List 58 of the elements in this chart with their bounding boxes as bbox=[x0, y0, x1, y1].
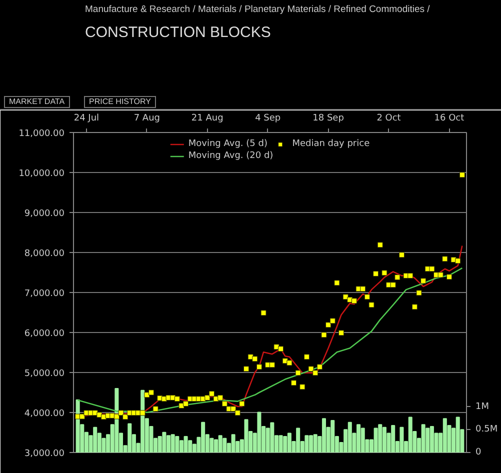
bar bbox=[222, 438, 227, 452]
bar bbox=[188, 440, 192, 452]
y-tick-label: 10,000.00 bbox=[18, 169, 65, 179]
x-tick-label: 24 Jul bbox=[74, 114, 100, 124]
bar bbox=[162, 432, 166, 452]
y2-tick-label: 0.5M bbox=[476, 424, 498, 435]
bar bbox=[140, 390, 145, 452]
bar bbox=[218, 435, 222, 452]
bar bbox=[93, 426, 98, 452]
legend-label: Moving Avg. (20 d) bbox=[188, 150, 274, 162]
x-tick-label: 16 Oct bbox=[434, 114, 465, 124]
bar bbox=[170, 434, 175, 452]
bar bbox=[442, 418, 447, 452]
x-tick-label: 2 Oct bbox=[376, 114, 402, 124]
bar bbox=[184, 436, 188, 452]
text: PRICE HISTORY bbox=[84, 96, 156, 108]
bar bbox=[360, 428, 365, 452]
y-tick-label: 9,000.00 bbox=[24, 209, 65, 219]
legend-label: Moving Avg. (5 d) bbox=[188, 138, 268, 150]
bar bbox=[244, 419, 248, 452]
bar bbox=[270, 422, 274, 452]
bar bbox=[210, 438, 214, 452]
bar bbox=[374, 428, 378, 452]
y2-tick-label: 0 bbox=[476, 448, 482, 458]
text: MARKET DATA bbox=[4, 96, 70, 108]
bar bbox=[456, 416, 460, 452]
bar bbox=[257, 412, 262, 452]
bar bbox=[391, 425, 396, 452]
bar bbox=[304, 435, 309, 452]
y-tick-label: 8,000.00 bbox=[24, 249, 65, 259]
bar bbox=[421, 424, 426, 452]
x-tick-label: 4 Sep bbox=[255, 114, 281, 124]
bar bbox=[313, 434, 318, 452]
x-tick-label: 7 Aug bbox=[134, 114, 160, 124]
bar bbox=[348, 422, 352, 452]
x-tick-label: 21 Aug bbox=[191, 114, 224, 124]
y-tick-label: 5,000.00 bbox=[24, 369, 65, 379]
y-tick-label: 7,000.00 bbox=[24, 289, 65, 299]
bar bbox=[330, 420, 335, 452]
bar bbox=[231, 434, 236, 452]
x-tick-label: 18 Sep bbox=[312, 114, 344, 124]
bar bbox=[158, 436, 162, 452]
bar bbox=[283, 436, 288, 452]
bar bbox=[426, 428, 430, 452]
legend-label: Median day price bbox=[292, 138, 370, 150]
bar bbox=[128, 423, 132, 452]
bar bbox=[378, 424, 382, 452]
chart-subtitle: Manufacture & Research / Materials / Planetary Materials / Refined Commodities / bbox=[85, 4, 430, 15]
y-tick-label: 6,000.00 bbox=[24, 329, 65, 339]
chart-title: CONSTRUCTION BLOCKS bbox=[85, 24, 271, 41]
bar bbox=[400, 426, 404, 452]
bar bbox=[175, 436, 180, 452]
bar bbox=[408, 416, 412, 452]
y-tick-label: 11,000.00 bbox=[18, 129, 65, 139]
y-tick-label: 3,000.00 bbox=[24, 449, 65, 459]
y-tick-label: 4,000.00 bbox=[24, 409, 65, 419]
bar bbox=[278, 435, 283, 452]
y2-tick-label: 1M bbox=[476, 402, 489, 412]
